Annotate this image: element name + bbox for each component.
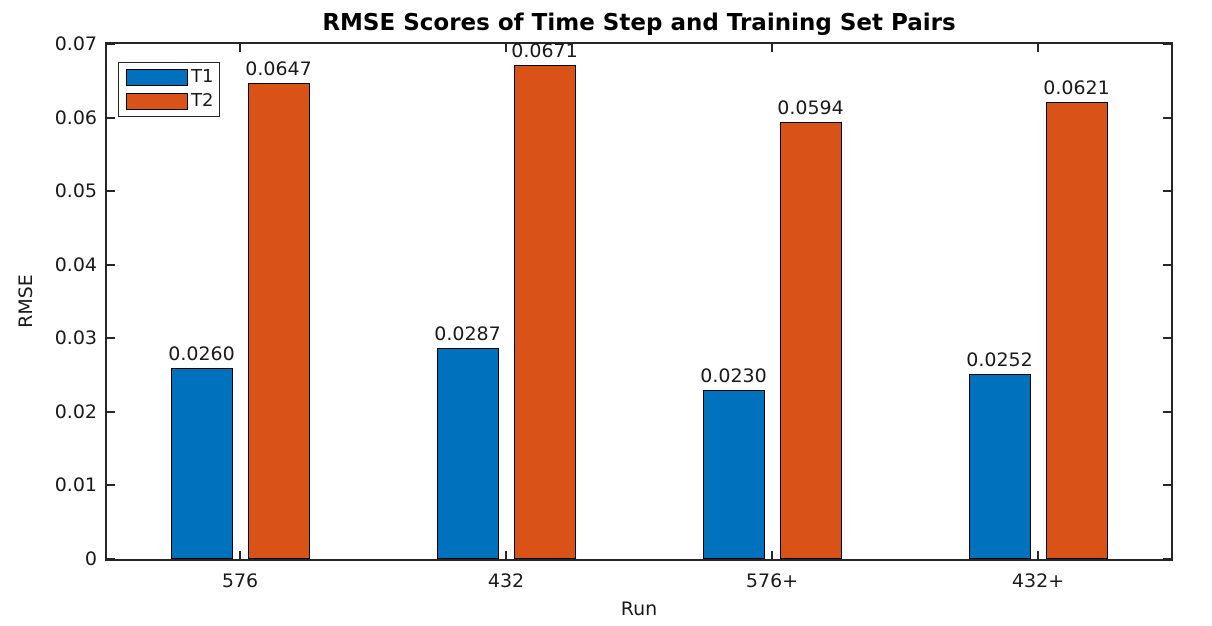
bar-value-label: 0.0230 <box>700 364 767 387</box>
y-tick-left <box>107 484 115 487</box>
y-tick-right <box>1163 410 1171 413</box>
y-tick-right <box>1163 337 1171 340</box>
y-tick-left <box>107 43 115 45</box>
x-tick-bottom <box>239 551 241 559</box>
x-tick-label: 576 <box>221 570 259 592</box>
y-tick-left <box>107 116 115 119</box>
y-tick-label: 0.06 <box>54 106 97 129</box>
legend-label: T1 <box>191 66 214 87</box>
x-tick-top <box>505 44 507 52</box>
legend: T1 T2 <box>118 62 220 117</box>
x-tick-bottom <box>505 551 507 559</box>
y-tick-right <box>1163 263 1171 266</box>
x-tick-top <box>771 44 773 52</box>
chart-title: RMSE Scores of Time Step and Training Se… <box>322 10 956 36</box>
y-tick-left <box>107 558 115 560</box>
x-tick-bottom <box>771 551 773 559</box>
y-tick-right <box>1163 116 1171 119</box>
x-tick-top <box>1037 44 1039 52</box>
x-tick-label: 576+ <box>745 570 799 592</box>
legend-swatch-t1 <box>126 68 188 86</box>
bar-value-label: 0.0647 <box>245 57 312 80</box>
y-tick-right <box>1163 484 1171 487</box>
y-tick-left <box>107 337 115 340</box>
y-tick-label: 0.04 <box>54 253 97 276</box>
x-tick-label: 432+ <box>1011 570 1065 592</box>
legend-item: T2 <box>126 92 219 110</box>
y-tick-label: 0.07 <box>54 33 97 55</box>
bar-t1-432 <box>436 347 499 559</box>
bar-value-label: 0.0252 <box>966 348 1033 371</box>
x-tick-top <box>239 44 241 52</box>
y-tick-label: 0 <box>84 548 97 570</box>
y-tick-right <box>1163 43 1171 45</box>
bar-value-label: 0.0621 <box>1043 77 1110 100</box>
bar-value-label: 0.0260 <box>168 342 235 365</box>
bar-t1-576+ <box>702 389 765 559</box>
y-tick-label: 0.03 <box>54 327 97 350</box>
bar-value-label: 0.0287 <box>434 322 501 345</box>
y-tick-right <box>1163 190 1171 193</box>
bar-t2-576+ <box>779 122 842 559</box>
legend-item: T1 <box>126 68 219 86</box>
bar-value-label: 0.0671 <box>511 40 578 63</box>
y-tick-right <box>1163 558 1171 560</box>
x-axis-label: Run <box>620 598 658 620</box>
y-tick-left <box>107 190 115 193</box>
bar-t1-432+ <box>968 373 1031 559</box>
bar-t1-576 <box>170 367 233 559</box>
y-tick-left <box>107 263 115 266</box>
x-tick-bottom <box>1037 551 1039 559</box>
y-tick-left <box>107 410 115 413</box>
legend-swatch-t2 <box>126 92 188 110</box>
y-tick-label: 0.05 <box>54 180 97 203</box>
plot-area: T1 T2 0.0260 0.0647 0.0287 0.0671 0.0230 0.059… <box>105 40 1173 561</box>
bar-value-label: 0.0594 <box>777 96 844 119</box>
legend-label: T2 <box>191 90 214 111</box>
y-tick-label: 0.02 <box>54 400 97 423</box>
x-tick-label: 432 <box>487 570 525 592</box>
bar-t2-576 <box>247 83 310 559</box>
y-tick-label: 0.01 <box>54 474 97 497</box>
bar-t2-432+ <box>1045 102 1108 559</box>
bar-t2-432 <box>513 65 576 559</box>
